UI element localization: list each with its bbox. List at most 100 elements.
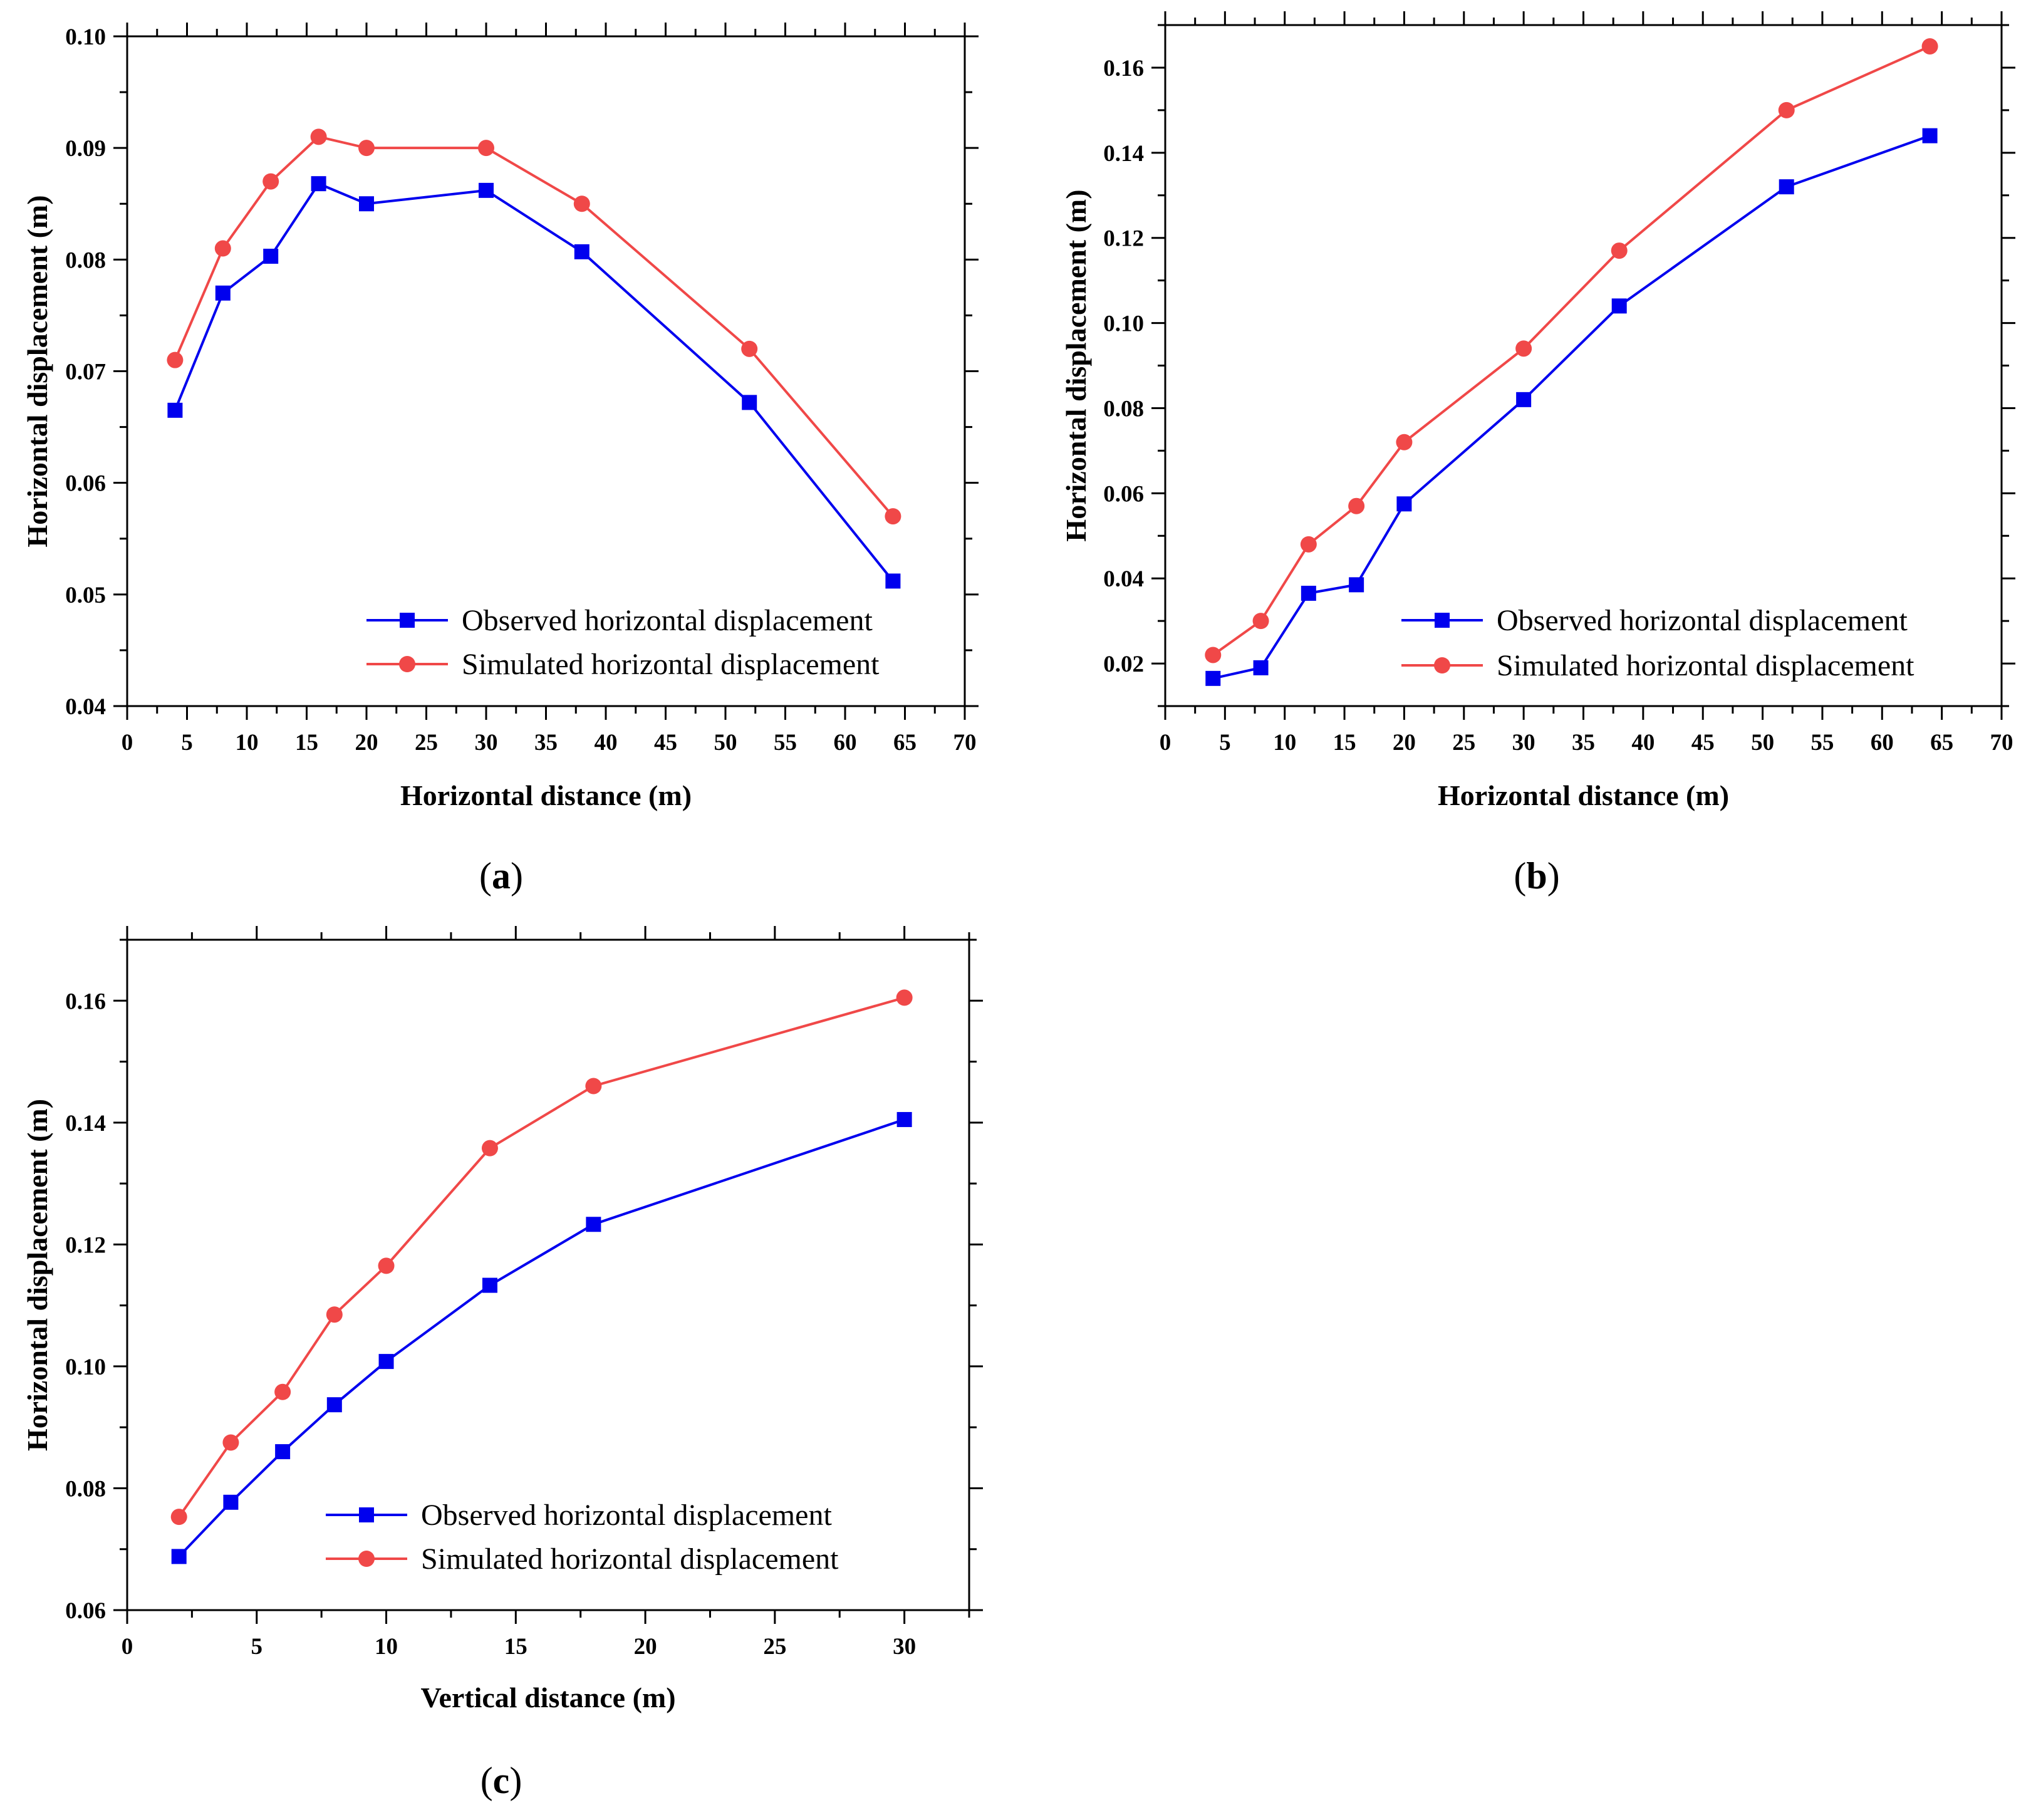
chart-a-simulated-point <box>167 351 184 368</box>
chart-c-x-tick-label: 20 <box>634 1634 657 1660</box>
chart-c-x-tick-label: 15 <box>504 1634 527 1660</box>
chart-b-x-tick-label: 5 <box>1219 730 1231 756</box>
chart-c: 0 5 10 15 20 25 30 0.06 0.08 0.10 0.12 0.14 0.16 Vert… <box>21 926 983 1713</box>
chart-a-x-axis-title: Horizontal distance (m) <box>400 779 692 811</box>
chart-c-simulated-point <box>378 1257 395 1274</box>
chart-c-observed-point <box>275 1444 291 1460</box>
chart-b-simulated-point <box>1252 613 1269 630</box>
chart-a-x-tick-label: 60 <box>834 730 857 756</box>
chart-a-x-tick-label: 50 <box>714 730 737 756</box>
chart-c-legend-observed-label: Observed horizontal displacement <box>421 1499 832 1532</box>
chart-a-simulated-point <box>478 140 494 157</box>
chart-a-observed-point <box>311 176 326 192</box>
chart-b-simulated-line <box>1212 45 1931 657</box>
chart-b-simulated-point <box>1396 434 1413 450</box>
chart-a-legend-observed-marker <box>400 613 415 628</box>
chart-c-simulated-line <box>178 996 905 1518</box>
chart-b-x-tick-label: 65 <box>1930 730 1953 756</box>
chart-a-observed-point <box>479 182 494 198</box>
chart-b-legend-simulated-marker <box>1434 657 1450 673</box>
chart-c-x-tick-label: 5 <box>251 1634 263 1660</box>
chart-a-x-tick-label: 5 <box>181 730 193 756</box>
chart-b-x-tick-label: 55 <box>1810 730 1834 756</box>
chart-b-x-axis-title: Horizontal distance (m) <box>1438 779 1729 811</box>
chart-c-x-axis-title: Vertical distance (m) <box>420 1682 675 1713</box>
chart-c-legend-simulated-marker <box>358 1551 375 1567</box>
chart-a-y-tick-label: 0.05 <box>65 583 106 608</box>
chart-c-plot-frame <box>126 939 970 1611</box>
chart-c-x-tick-label: 0 <box>122 1634 133 1660</box>
chart-c-simulated-point <box>326 1306 343 1323</box>
chart-b-y-tick-label: 0.08 <box>1103 396 1144 422</box>
chart-b-x-tick-label: 60 <box>1871 730 1894 756</box>
chart-b-observed-point <box>1516 392 1532 407</box>
chart-a-legend-simulated-label: Simulated horizontal displacement <box>462 648 880 681</box>
chart-a-legend-simulated-marker <box>399 656 415 672</box>
chart-a-observed-point <box>742 395 757 410</box>
chart-b-x-tick-label: 10 <box>1273 730 1296 756</box>
chart-b-y-tick-label: 0.10 <box>1103 311 1144 337</box>
chart-b-x-tick-label: 50 <box>1751 730 1774 756</box>
chart-c-legend-observed-marker <box>359 1507 374 1522</box>
chart-c-observed-point <box>326 1397 342 1413</box>
chart-b-simulated-point <box>1778 101 1795 118</box>
chart-a-x-tick-label: 35 <box>534 730 558 756</box>
chart-b-y-tick-label: 0.04 <box>1103 566 1144 592</box>
chart-c-x-tick-label: 10 <box>375 1634 398 1660</box>
caption-b: (b) <box>1514 855 1559 897</box>
chart-b-simulated-point <box>1205 647 1222 663</box>
chart-a-observed-point <box>263 248 279 264</box>
chart-a-x-tick-label: 20 <box>355 730 378 756</box>
chart-b-x-tick-label: 30 <box>1512 730 1535 756</box>
chart-c-legend-simulated-label: Simulated horizontal displacement <box>421 1542 839 1576</box>
chart-c-observed-point <box>896 1111 912 1127</box>
chart-c-simulated-point <box>585 1078 602 1095</box>
chart-c-simulated-point <box>170 1509 187 1526</box>
chart-c-x-tick-label: 25 <box>763 1634 786 1660</box>
chart-a-simulated-point <box>741 340 758 357</box>
chart-a-y-tick-label: 0.06 <box>65 471 106 497</box>
chart-c-y-tick-label: 0.08 <box>65 1476 106 1502</box>
chart-b-simulated-point <box>1515 340 1532 357</box>
chart-c-observed-point <box>171 1549 187 1564</box>
chart-c-y-tick-label: 0.06 <box>65 1598 106 1624</box>
chart-a-observed-line <box>174 182 894 582</box>
chart-a: 0 5 10 15 20 25 30 35 40 45 50 55 60 65 70 0.04 0.05 0.06… <box>21 23 979 811</box>
chart-b-observed-point <box>1301 585 1316 601</box>
chart-b-legend-observed-marker <box>1435 613 1450 628</box>
chart-a-x-tick-label: 0 <box>122 730 133 756</box>
chart-c-observed-point <box>586 1217 601 1232</box>
chart-a-y-tick-label: 0.04 <box>65 694 106 720</box>
chart-c-y-tick-label: 0.12 <box>65 1232 106 1258</box>
chart-b-x-tick-label: 40 <box>1631 730 1655 756</box>
chart-a-y-tick-label: 0.07 <box>65 360 106 385</box>
chart-c-observed-point <box>378 1354 394 1370</box>
chart-b-y-tick-label: 0.14 <box>1103 141 1144 167</box>
chart-c-observed-line <box>178 1118 905 1557</box>
chart-a-y-axis-title: Horizontal displacement (m) <box>21 195 53 547</box>
chart-b-x-tick-label: 45 <box>1691 730 1715 756</box>
chart-b-x-tick-label: 15 <box>1333 730 1356 756</box>
chart-b-observed-point <box>1349 577 1364 593</box>
chart-a-legend-observed-label: Observed horizontal displacement <box>462 604 873 637</box>
chart-b-y-tick-label: 0.16 <box>1103 56 1144 81</box>
chart-b-simulated-point <box>1300 536 1317 553</box>
chart-b-x-tick-label: 0 <box>1160 730 1171 756</box>
caption-c: (c) <box>481 1760 522 1801</box>
chart-c-x-tick-label: 30 <box>893 1634 916 1660</box>
chart-b-y-tick-label: 0.12 <box>1103 226 1144 252</box>
chart-a-x-tick-label: 10 <box>236 730 259 756</box>
chart-a-y-tick-label: 0.10 <box>65 24 106 50</box>
chart-c-simulated-point <box>896 989 913 1006</box>
chart-a-x-tick-label: 25 <box>415 730 438 756</box>
chart-b-observed-point <box>1922 128 1938 143</box>
chart-c-y-tick-label: 0.14 <box>65 1111 106 1136</box>
chart-a-y-tick-label: 0.09 <box>65 136 106 162</box>
chart-a-observed-point <box>574 244 590 259</box>
chart-a-observed-point <box>215 285 231 301</box>
chart-b-simulated-point <box>1921 38 1938 55</box>
chart-a-simulated-point <box>310 128 327 145</box>
chart-a-observed-point <box>885 573 901 589</box>
chart-a-y-tick-label: 0.08 <box>65 247 106 273</box>
